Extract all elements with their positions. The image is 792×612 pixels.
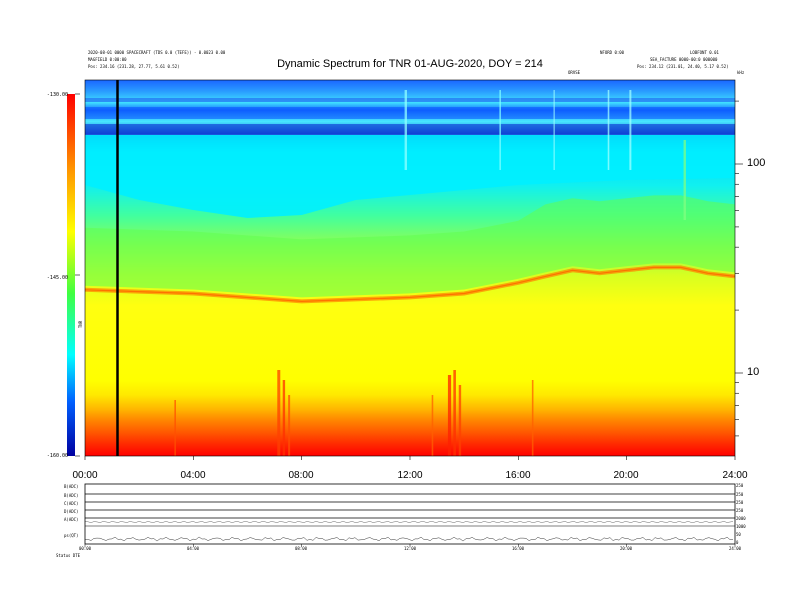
- burst-streak: [174, 400, 176, 456]
- bottom-x-tick-label-0: 00:00: [78, 546, 92, 551]
- colorbar-ticks: [75, 93, 80, 457]
- bottom-x-tick-label-1: 04:00: [186, 546, 200, 551]
- x-tick-label-2: 08:00: [288, 470, 314, 481]
- x-tick-label-5: 20:00: [613, 470, 639, 481]
- colorbar-tick-label-top: -130.00: [46, 92, 68, 98]
- burst-streak: [288, 395, 291, 456]
- burst-streak: [683, 140, 686, 220]
- bottom-x-tick-label-2: 08:00: [294, 546, 308, 551]
- bottom-x-tick-label-3: 12:00: [403, 546, 417, 551]
- x-axis-ticks: [84, 456, 736, 460]
- panel-right-label-5: 2000: [736, 516, 746, 521]
- burst-streak: [607, 90, 610, 170]
- burst-streak: [277, 370, 281, 456]
- panel-right-label-8: 0: [736, 540, 739, 545]
- corner-unit-mark: kHz: [737, 70, 745, 75]
- bottom-x-tick-label-5: 20:00: [619, 546, 633, 551]
- spectral-ridge-core: [85, 266, 735, 303]
- x-tick-label-6: 24:00: [722, 470, 748, 481]
- panel-label-1: B(ADC): [64, 484, 79, 489]
- header-right-small: ORVSE: [568, 70, 581, 75]
- panel-right-label-7: 50: [736, 532, 741, 537]
- x-tick-label-3: 12:00: [397, 470, 423, 481]
- low-frequency-hot-band: [85, 395, 735, 456]
- y-tick-label-10: 10: [747, 366, 760, 378]
- x-tick-label-0: 00:00: [72, 470, 98, 481]
- burst-streak: [458, 385, 462, 456]
- burst-streak: [282, 380, 286, 456]
- panel-right-label-4: 250: [736, 508, 744, 513]
- panel-label-3: C(ADC): [64, 501, 79, 506]
- header-left-line1: 2020-08-01 0000 SPACECRAFT (TDS 0.0 (TEF…: [88, 50, 226, 55]
- burst-streak: [531, 380, 534, 456]
- x-tick-label-1: 04:00: [180, 470, 206, 481]
- y-tick-label-100: 100: [747, 157, 766, 169]
- x-tick-label-4: 16:00: [505, 470, 531, 481]
- burst-streak: [447, 375, 452, 456]
- green-band: [85, 195, 735, 298]
- panel-label-4: D(ADC): [64, 509, 79, 514]
- burst-streak: [629, 90, 632, 170]
- bottom-x-tick-label-6: 24:00: [728, 546, 742, 551]
- burst-streak: [404, 90, 407, 170]
- colorbar-tick-label-bottom: -160.00: [46, 453, 68, 459]
- header-left-line2: MAGFIELD 0:00:00: [88, 57, 127, 62]
- burst-streak: [431, 395, 434, 456]
- footer-status: Status DTE: [56, 553, 81, 558]
- burst-streak: [499, 90, 501, 170]
- cyan-region: [85, 135, 735, 218]
- header-right-line3: Pos: 234.12 (231.01, 24.40, 5.17 0.52): [637, 64, 729, 69]
- panel-right-label-1: 250: [736, 483, 744, 488]
- panel-right-label-2: 250: [736, 492, 744, 497]
- housekeeping-panels: [84, 483, 736, 545]
- panel-right-label-6: 1000: [736, 524, 746, 529]
- chart-title: Dynamic Spectrum for TNR 01-AUG-2020, DO…: [277, 58, 543, 70]
- panel-label-2: B(ADC): [64, 493, 79, 498]
- panel-right-label-3: 250: [736, 500, 744, 505]
- colorbar-tick-label-mid: -145.00: [46, 275, 68, 281]
- bottom-x-ticks: [84, 544, 736, 547]
- header-right-line2: SEA_FACTURE 0000-00:0 000000: [650, 57, 718, 62]
- burst-streak: [453, 370, 456, 456]
- header-left-line3: Pos: 234.16 (231.28, 27.77, 5.61 0.52): [88, 64, 180, 69]
- colorbar-label: TNR: [78, 320, 84, 329]
- burst-streaks: [174, 90, 686, 456]
- panel-label-5: A(ADC): [64, 517, 79, 522]
- panel-label-6: ps(QT): [64, 533, 79, 538]
- colorbar: [67, 94, 75, 456]
- burst-streak: [553, 90, 555, 170]
- header-right-line1: LOBFONT 0.01: [690, 50, 719, 55]
- header-right-mid: NFORD 0:00: [600, 50, 625, 55]
- y-axis-ticks: [735, 100, 743, 437]
- bottom-x-tick-label-4: 16:00: [511, 546, 525, 551]
